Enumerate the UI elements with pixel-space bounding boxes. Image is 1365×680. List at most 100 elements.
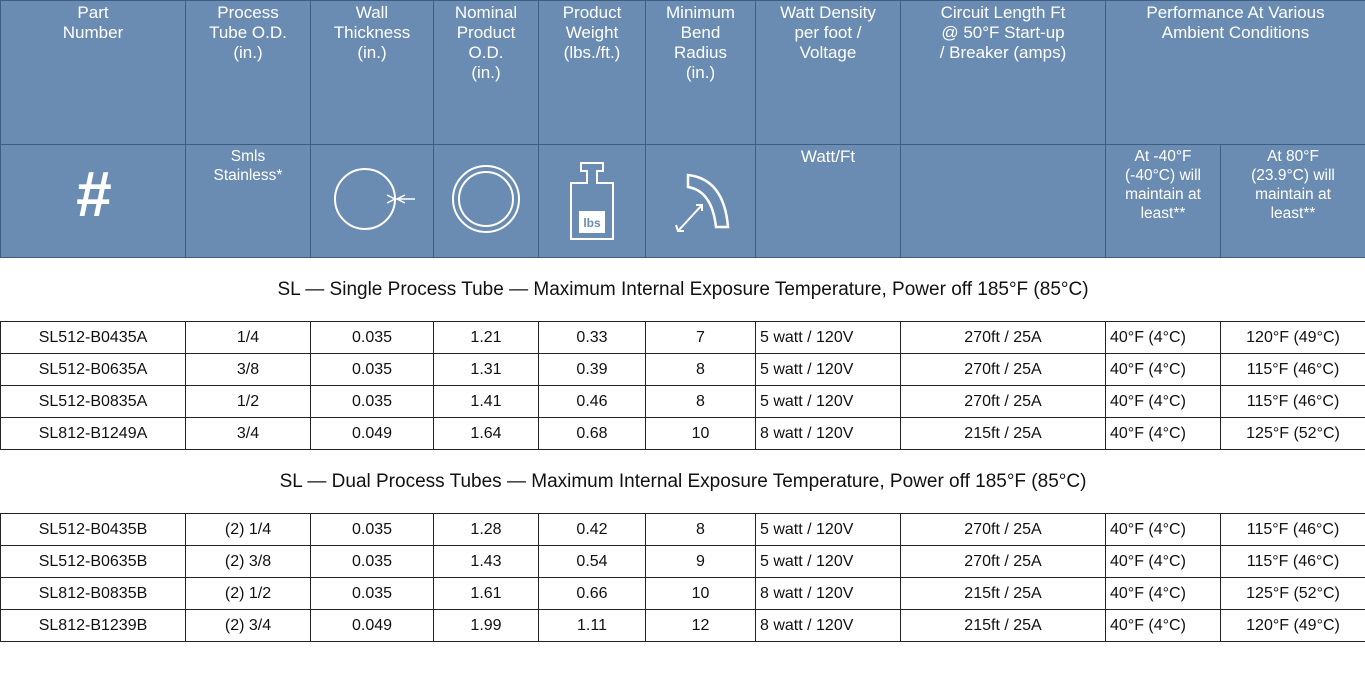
data-row: SL512-B0435B (2) 1/4 0.035 1.28 0.42 8 5 watt … <box>0 513 1365 546</box>
header-cell <box>433 144 539 258</box>
header-cell: Watt/Ft <box>755 144 901 258</box>
cell: 0.42 <box>538 513 646 546</box>
cell: 270ft / 25A <box>900 385 1106 418</box>
header-text: Thickness <box>333 23 411 42</box>
cell: 8 watt / 120V <box>755 417 901 450</box>
header-text: Part <box>77 3 109 22</box>
cell: 8 watt / 120V <box>755 577 901 610</box>
cell: 0.035 <box>310 385 434 418</box>
header-text: maintain at <box>1125 186 1201 203</box>
table-header: Part Number Process Tube O.D. (in.) Wall Thick… <box>0 0 1365 258</box>
header-cell: Product Weight (lbs./ft.) <box>538 0 646 145</box>
header-cell <box>900 144 1106 258</box>
header-text: Voltage <box>799 43 857 62</box>
cell: 270ft / 25A <box>900 545 1106 578</box>
section-title: SL — Single Process Tube — Maximum Inter… <box>0 257 1365 322</box>
cell: 0.035 <box>310 577 434 610</box>
cell: 9 <box>645 545 756 578</box>
cell: 1.28 <box>433 513 539 546</box>
cell: 1.61 <box>433 577 539 610</box>
cell: SL512-B0435A <box>0 321 186 354</box>
header-text: per foot / <box>794 23 862 42</box>
header-text: Nominal <box>454 3 518 22</box>
header-text: O.D. <box>468 43 504 62</box>
header-cell <box>310 144 434 258</box>
cell: 8 <box>645 353 756 386</box>
cell: 0.049 <box>310 417 434 450</box>
header-row: # Smls Stainless* lbs Watt/Ft At -40°F (-4… <box>0 144 1365 258</box>
spec-table: Part Number Process Tube O.D. (in.) Wall Thick… <box>0 0 1365 642</box>
cell: 40°F (4°C) <box>1105 513 1221 546</box>
header-text: @ 50°F Start-up <box>941 23 1065 42</box>
cell: 1/2 <box>185 385 311 418</box>
cell: 10 <box>645 577 756 610</box>
cell: 0.049 <box>310 609 434 642</box>
cell: 7 <box>645 321 756 354</box>
header-cell <box>645 144 756 258</box>
cell: SL512-B0635A <box>0 353 186 386</box>
cell: 1.41 <box>433 385 539 418</box>
header-text: At -40°F <box>1134 148 1192 165</box>
cell: 5 watt / 120V <box>755 545 901 578</box>
header-text: (23.9°C) will <box>1251 167 1335 184</box>
header-cell: Minimum Bend Radius (in.) <box>645 0 756 145</box>
header-cell: At -40°F (-40°C) will maintain at least** <box>1105 144 1221 258</box>
cell: 40°F (4°C) <box>1105 353 1221 386</box>
cell: 10 <box>645 417 756 450</box>
cell: 0.33 <box>538 321 646 354</box>
cell: 40°F (4°C) <box>1105 417 1221 450</box>
cell: 125°F (52°C) <box>1220 577 1365 610</box>
header-text: Product <box>456 23 516 42</box>
header-text: least** <box>1270 205 1316 222</box>
cell: 40°F (4°C) <box>1105 385 1221 418</box>
cell: 0.66 <box>538 577 646 610</box>
cell: 3/8 <box>185 353 311 386</box>
header-text: Smls <box>230 148 266 165</box>
data-row: SL512-B0435A 1/4 0.035 1.21 0.33 7 5 watt / 12… <box>0 321 1365 354</box>
header-text: (in.) <box>471 63 501 82</box>
header-text: (in.) <box>233 43 263 62</box>
header-text: Number <box>62 23 124 42</box>
cell: SL512-B0835A <box>0 385 186 418</box>
cell: 115°F (46°C) <box>1220 545 1365 578</box>
cell: 1.43 <box>433 545 539 578</box>
cell: 270ft / 25A <box>900 321 1106 354</box>
cell: 0.46 <box>538 385 646 418</box>
cell: 270ft / 25A <box>900 353 1106 386</box>
cell: 1/4 <box>185 321 311 354</box>
cell: 215ft / 25A <box>900 417 1106 450</box>
cell: 1.99 <box>433 609 539 642</box>
header-text: (in.) <box>685 63 716 82</box>
header-cell: Part Number <box>0 0 186 145</box>
header-text: At 80°F <box>1267 148 1319 165</box>
cell: (2) 3/8 <box>185 545 311 578</box>
table-body: SL — Single Process Tube — Maximum Inter… <box>0 257 1365 642</box>
cell: 0.035 <box>310 513 434 546</box>
weight-icon-text: lbs <box>583 216 601 230</box>
header-text: Tube O.D. <box>209 23 287 42</box>
cell: 115°F (46°C) <box>1220 513 1365 546</box>
header-text: Minimum <box>666 3 735 22</box>
header-row: Part Number Process Tube O.D. (in.) Wall Thick… <box>0 0 1365 145</box>
section-row: SL — Single Process Tube — Maximum Inter… <box>0 257 1365 322</box>
header-text: Circuit Length Ft <box>940 3 1066 22</box>
cell: 115°F (46°C) <box>1220 353 1365 386</box>
cell: 1.31 <box>433 353 539 386</box>
cell: 115°F (46°C) <box>1220 385 1365 418</box>
cell: 5 watt / 120V <box>755 353 901 386</box>
cell: 0.39 <box>538 353 646 386</box>
cell: (2) 3/4 <box>185 609 311 642</box>
data-row: SL812-B0835B (2) 1/2 0.035 1.61 0.66 10 8 watt… <box>0 577 1365 610</box>
cell: 120°F (49°C) <box>1220 321 1365 354</box>
cell: 5 watt / 120V <box>755 385 901 418</box>
cell: 5 watt / 120V <box>755 321 901 354</box>
cell: 215ft / 25A <box>900 577 1106 610</box>
cell: SL512-B0635B <box>0 545 186 578</box>
header-cell: Process Tube O.D. (in.) <box>185 0 311 145</box>
header-text: (lbs./ft.) <box>563 43 621 62</box>
header-text: Bend <box>680 23 721 42</box>
data-row: SL812-B1239B (2) 3/4 0.049 1.99 1.11 12 8 watt… <box>0 609 1365 642</box>
cell: 1.64 <box>433 417 539 450</box>
header-cell: Performance At Various Ambient Conditions <box>1105 0 1365 145</box>
header-text: Performance At Various <box>1146 3 1325 22</box>
